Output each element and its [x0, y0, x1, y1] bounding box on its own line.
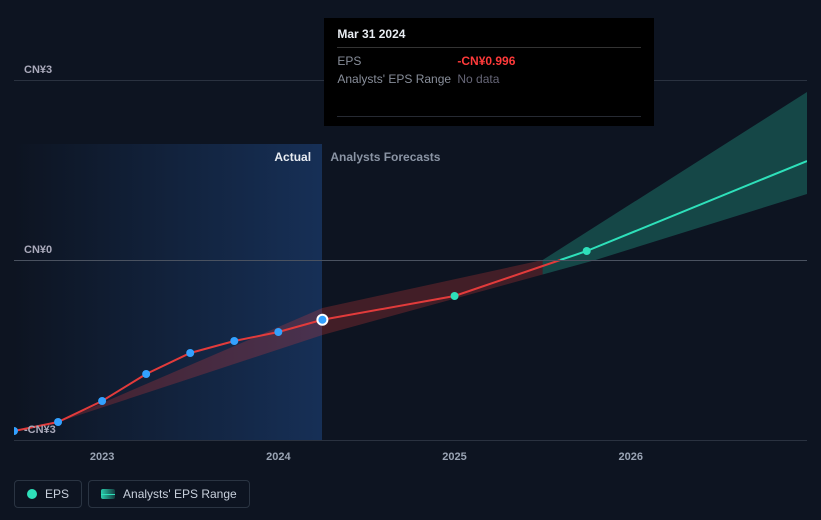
tooltip-row-range: Analysts' EPS Range No data: [337, 70, 641, 88]
legend-item-range[interactable]: Analysts' EPS Range: [88, 480, 250, 508]
legend-swatch-dot: [27, 489, 37, 499]
legend-label: Analysts' EPS Range: [123, 487, 237, 501]
tooltip-key: EPS: [337, 52, 457, 70]
legend-item-eps[interactable]: EPS: [14, 480, 82, 508]
tooltip-row-eps: EPS -CN¥0.996: [337, 52, 641, 70]
tooltip-value: -CN¥0.996: [457, 52, 515, 70]
tooltip-separator: [337, 116, 641, 117]
eps-chart: CN¥3CN¥0-CN¥3 2023202420252026 Actual An…: [14, 0, 807, 445]
chart-legend: EPS Analysts' EPS Range: [14, 480, 250, 508]
tooltip-value: No data: [457, 70, 499, 88]
legend-label: EPS: [45, 487, 69, 501]
tooltip-key: Analysts' EPS Range: [337, 70, 457, 88]
tooltip-title: Mar 31 2024: [337, 27, 641, 48]
chart-tooltip: Mar 31 2024 EPS -CN¥0.996 Analysts' EPS …: [324, 18, 654, 126]
region-label-forecast: Analysts Forecasts: [330, 150, 440, 164]
legend-swatch-fan: [101, 489, 115, 499]
region-label-actual: Actual: [274, 150, 311, 164]
